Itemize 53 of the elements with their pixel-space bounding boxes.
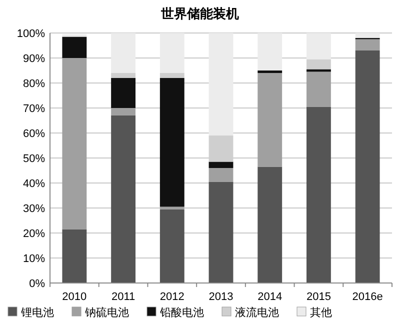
x-tick-label: 2014 <box>258 291 282 303</box>
bar <box>62 229 87 283</box>
x-tick-label: 2013 <box>208 291 234 303</box>
y-tick-label: 70% <box>22 103 46 115</box>
y-tick-label: 80% <box>22 78 46 90</box>
bar <box>355 33 380 38</box>
bar <box>111 33 136 73</box>
bar <box>160 73 184 78</box>
bar <box>258 73 282 167</box>
bar <box>62 36 87 58</box>
bar <box>208 168 234 182</box>
bar <box>258 33 282 70</box>
y-tick-label: 0% <box>29 278 46 290</box>
legend-label: 钠硫电池 <box>84 306 129 319</box>
legend-label: 铅酸电池 <box>159 306 204 319</box>
bar <box>306 69 331 72</box>
x-tick-label: 2012 <box>160 291 184 303</box>
y-tick-label: 30% <box>22 203 46 215</box>
bar <box>306 59 331 70</box>
bar <box>306 72 331 107</box>
y-tick-label: 50% <box>22 153 46 165</box>
x-tick-label: 2015 <box>306 291 331 303</box>
bar <box>160 206 184 210</box>
bar <box>258 166 282 283</box>
x-tick-label: 2011 <box>111 291 136 303</box>
legend-label: 其他 <box>310 306 332 319</box>
bar <box>208 182 234 283</box>
bar <box>160 209 184 283</box>
bar <box>306 106 331 283</box>
y-tick-label: 60% <box>22 128 46 140</box>
x-tick-label: 2010 <box>62 291 87 303</box>
bar <box>62 58 87 230</box>
y-tick-label: 10% <box>22 253 46 265</box>
y-tick-label: 100% <box>16 28 46 40</box>
bar <box>111 108 136 116</box>
y-tick-label: 20% <box>22 228 46 240</box>
bar <box>160 78 184 207</box>
bar <box>208 33 234 136</box>
bar <box>208 162 234 168</box>
bar <box>355 50 380 283</box>
bar <box>111 73 136 78</box>
bar <box>111 78 136 108</box>
x-tick-label: 2016e <box>352 291 383 303</box>
chart-title: 世界储能装机 <box>160 6 239 21</box>
bar <box>355 39 380 50</box>
bar <box>111 116 136 283</box>
bar <box>306 33 331 60</box>
bar <box>62 34 87 37</box>
y-tick-label: 90% <box>22 53 46 65</box>
legend-label: 锂电池 <box>20 306 54 319</box>
y-tick-label: 40% <box>22 178 46 190</box>
bar <box>160 33 184 73</box>
legend-label: 液流电池 <box>235 306 279 319</box>
